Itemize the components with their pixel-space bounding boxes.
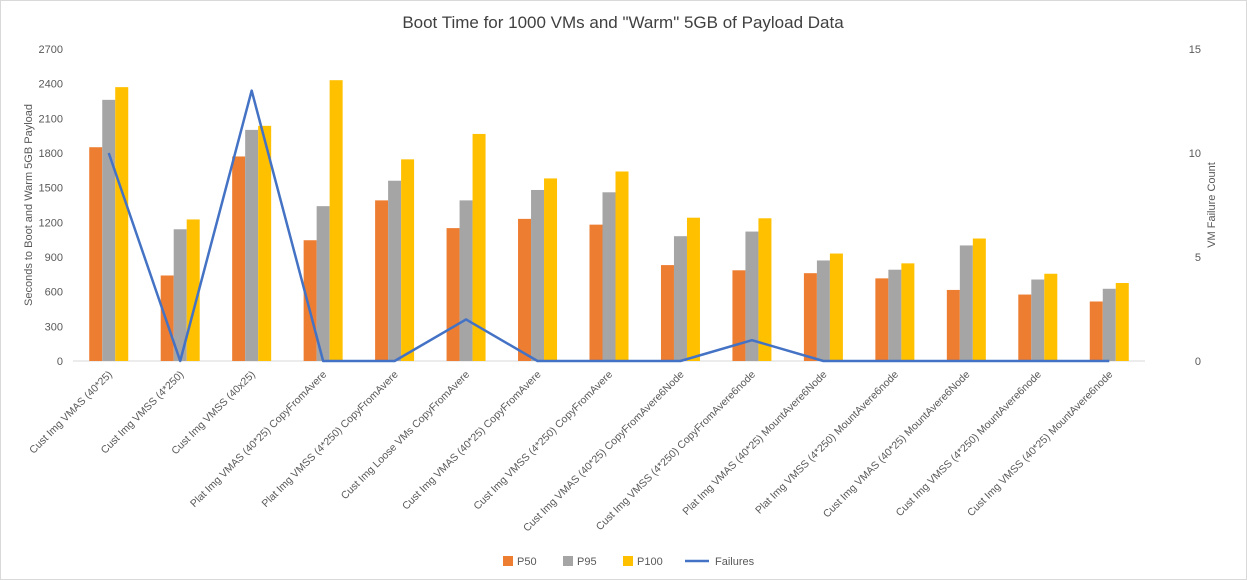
bar-p100 [829, 253, 843, 361]
bar-p50 [375, 200, 389, 361]
y2-tick-label: 15 [1189, 44, 1201, 56]
bar-p100 [258, 125, 272, 361]
bar-p95 [673, 236, 687, 361]
bar-p95 [1031, 279, 1045, 361]
y-tick-label: 1800 [39, 148, 63, 160]
y2-tick-label: 5 [1195, 252, 1201, 264]
bar-p95 [388, 180, 402, 361]
legend: P50 P95 P100 Failures [503, 556, 755, 568]
legend-swatch [503, 556, 513, 566]
category-label: Cust Img VMSS (4*250) [99, 369, 187, 457]
bar-p50 [589, 224, 603, 361]
bar-p100 [115, 87, 129, 361]
bar-p100 [686, 217, 700, 361]
bar-p95 [531, 189, 545, 361]
category-label: Cust Img VMAS (40*25) MountAvere6Node [821, 369, 973, 521]
category-label: Cust Img VMAS (40*25) [27, 369, 115, 457]
y2-tick-label: 0 [1195, 356, 1201, 368]
category-label: Cust Img VMSS (40*25) MountAvere6node [965, 369, 1115, 519]
bar-p50 [732, 270, 746, 361]
y-tick-label: 300 [45, 321, 63, 333]
bar-p95 [888, 269, 902, 361]
legend-item-p100: P100 [623, 556, 663, 568]
bar-p95 [102, 99, 116, 361]
category-label: Plat Img VMSS (4*250) CopyFromAvere [259, 369, 400, 510]
bar-p100 [615, 171, 629, 361]
legend-label: P100 [637, 556, 663, 568]
legend-swatch [623, 556, 633, 566]
category-label: Cust Img Loose VMs CopyFromAvere [339, 369, 472, 502]
y-axis-title: Seconds to Boot and Warm 5GB Payload [23, 104, 35, 306]
bar-p50 [803, 273, 817, 361]
legend-item-p50: P50 [503, 556, 537, 568]
bar-p95 [745, 231, 759, 361]
category-label: Cust Img VMAS (40*25) CopyFromAvere [400, 369, 544, 513]
bar-p50 [946, 289, 960, 361]
bar-p50 [160, 275, 174, 361]
bar-p95 [459, 200, 473, 361]
bar-p95 [1102, 288, 1116, 361]
category-labels: Cust Img VMAS (40*25)Cust Img VMSS (4*25… [27, 369, 1115, 535]
bar-p95 [173, 229, 187, 361]
bar-p50 [446, 228, 460, 361]
bar-p100 [472, 133, 486, 361]
legend-label: Failures [715, 556, 755, 568]
category-label: Cust Img VMSS (4*250) MountAvere6node [894, 369, 1044, 519]
bar-p100 [544, 178, 558, 361]
bar-p50 [660, 265, 674, 361]
y-tick-label: 600 [45, 287, 63, 299]
y-tick-label: 0 [57, 356, 63, 368]
bar-p95 [602, 192, 616, 361]
bar-p100 [1044, 273, 1058, 361]
bar-p50 [875, 278, 889, 361]
category-label: Cust Img VMSS (4*250) CopyFromAvere [471, 369, 615, 513]
bar-p95 [245, 129, 259, 361]
bar-p50 [89, 147, 103, 361]
bar-p100 [972, 238, 986, 361]
y2-tick-label: 10 [1189, 148, 1201, 160]
bar-p50 [232, 156, 246, 361]
bar-p95 [959, 245, 973, 361]
y-tick-label: 2400 [39, 79, 63, 91]
legend-item-failures: Failures [685, 556, 755, 568]
chart-title: Boot Time for 1000 VMs and "Warm" 5GB of… [402, 13, 844, 32]
bar-p100 [1115, 283, 1129, 361]
bar-p95 [816, 260, 830, 361]
legend-label: P50 [517, 556, 537, 568]
bar-p100 [901, 263, 915, 361]
axes: 0 300 600 900 1200 1500 1800 2100 2400 2700 0 5 10 15… [23, 44, 1218, 368]
y-tick-label: 1500 [39, 183, 63, 195]
category-label: Plat Img VMAS (40*25) CopyFromAvere [188, 369, 329, 510]
bar-p100 [401, 159, 415, 361]
bars [89, 80, 1129, 361]
category-label: Cust Img VMSS (4*250) CopyFromAvere6node [594, 369, 758, 533]
category-label: Cust Img VMAS (40*25) CopyFromAvere6Node [521, 369, 687, 535]
bar-p50 [1089, 301, 1103, 361]
y-tick-label: 900 [45, 252, 63, 264]
bar-p95 [316, 206, 330, 361]
category-label: Plat Img VMSS (4*250) MountAvere6node [753, 369, 901, 517]
bar-p100 [758, 218, 772, 361]
legend-label: P95 [577, 556, 597, 568]
y-tick-label: 1200 [39, 217, 63, 229]
bar-p50 [303, 240, 317, 361]
legend-swatch [563, 556, 573, 566]
failures-line-layer [107, 89, 1110, 363]
y2-axis-title: VM Failure Count [1206, 162, 1218, 248]
y-tick-label: 2100 [39, 113, 63, 125]
bar-p50 [518, 218, 532, 361]
category-label: Plat Img VMAS (40*25) MountAvere6Node [680, 369, 829, 518]
legend-item-p95: P95 [563, 556, 597, 568]
bar-p100 [329, 80, 343, 361]
bar-p50 [1018, 294, 1032, 361]
y-tick-label: 2700 [39, 44, 63, 56]
